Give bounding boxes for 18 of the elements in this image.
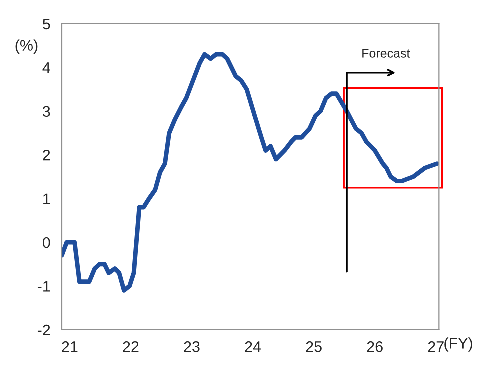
y-tick-label: 1 bbox=[44, 194, 50, 204]
x-tick-label: 22 bbox=[123, 342, 139, 352]
ref-line-label: Forecast bbox=[362, 49, 410, 58]
y-axis-title: (%) bbox=[16, 40, 38, 54]
y-tick-label: 5 bbox=[43, 18, 50, 30]
x-tick-label: 26 bbox=[367, 342, 383, 352]
y-tick-label: -2 bbox=[38, 324, 50, 336]
x-tick-label: 21 bbox=[62, 342, 78, 352]
y-tick-label: 2 bbox=[43, 150, 50, 161]
x-tick-label: 27 bbox=[428, 342, 444, 352]
x-tick-label: 23 bbox=[184, 342, 200, 352]
y-tick-label: -1 bbox=[38, 281, 50, 292]
y-tick-label: 0 bbox=[42, 237, 50, 248]
y-tick-label: 3 bbox=[42, 106, 50, 118]
y-tick-label: 4 bbox=[42, 62, 50, 74]
x-tick-label: 24 bbox=[245, 342, 262, 352]
x-tick-label: 25 bbox=[306, 342, 322, 352]
x-axis-title: (FY) bbox=[444, 338, 472, 352]
